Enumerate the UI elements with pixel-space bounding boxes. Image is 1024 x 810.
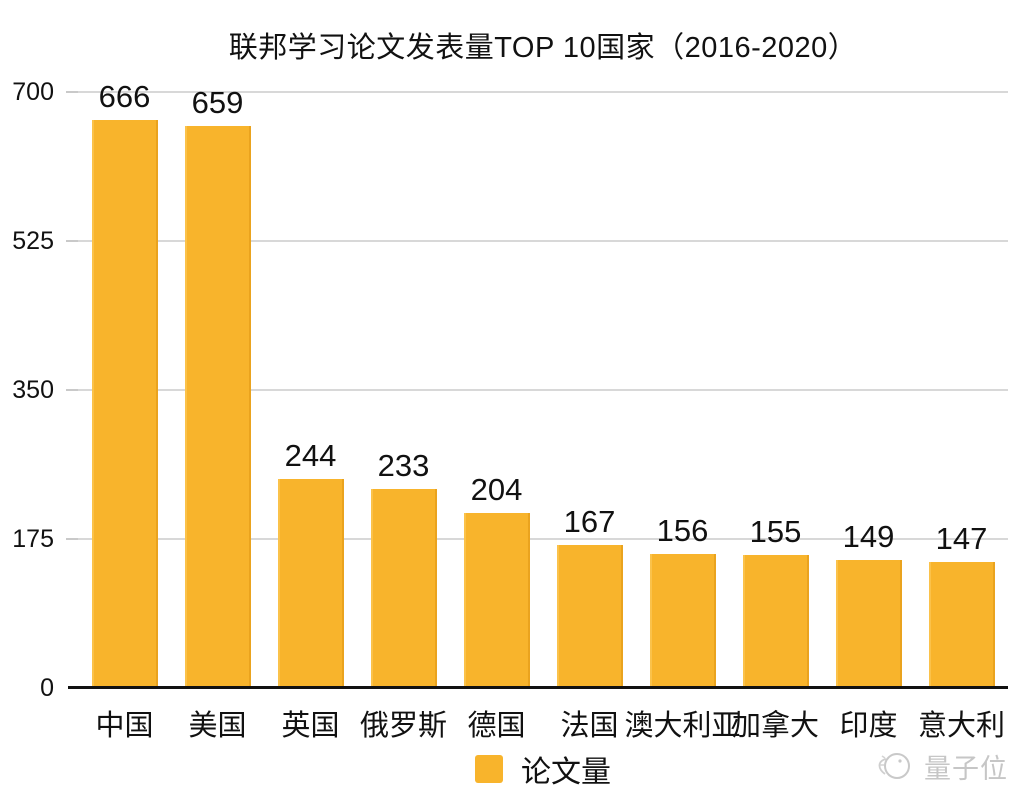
y-axis-tick xyxy=(66,389,78,391)
bar xyxy=(184,125,251,687)
bar xyxy=(928,561,995,687)
chart-title: 联邦学习论文发表量TOP 10国家（2016-2020） xyxy=(228,32,858,64)
y-axis-tick xyxy=(66,240,78,242)
watermark: 量子位 xyxy=(872,744,1008,788)
bar xyxy=(463,513,530,687)
bar xyxy=(649,554,716,687)
bar xyxy=(370,488,437,687)
x-axis-label: 中国 xyxy=(95,710,154,742)
x-axis-label: 澳大利亚 xyxy=(624,710,741,742)
bar-value-label: 204 xyxy=(470,472,523,508)
x-axis-label: 俄罗斯 xyxy=(359,710,447,742)
bar-value-label: 147 xyxy=(935,520,988,556)
legend-label: 论文量 xyxy=(521,756,611,789)
bar-value-label: 156 xyxy=(656,513,709,549)
bar-value-label: 155 xyxy=(749,514,802,550)
plot-area: 0 175 350 525 700 666 中国 659 美国 244 英国 233 俄罗斯 204 德国 1… xyxy=(12,78,1008,742)
y-axis-tick xyxy=(66,538,78,540)
y-axis-label: 0 xyxy=(40,674,54,702)
bar-value-label: 244 xyxy=(284,438,337,474)
bar-value-label: 167 xyxy=(563,503,616,539)
gridline xyxy=(78,538,1008,540)
gridline xyxy=(78,389,1008,391)
bar-value-label: 233 xyxy=(377,447,430,483)
legend: 论文量 xyxy=(78,752,1008,789)
x-axis-label: 英国 xyxy=(281,710,340,742)
x-axis-label: 美国 xyxy=(188,710,247,742)
bar xyxy=(277,479,344,687)
bar-value-label: 666 xyxy=(98,78,151,114)
bar xyxy=(556,544,623,687)
y-axis-label: 700 xyxy=(12,78,54,106)
bar-value-label: 659 xyxy=(191,84,244,120)
x-axis-label: 法国 xyxy=(560,710,619,742)
y-axis-label: 350 xyxy=(12,376,54,404)
qbitai-logo-icon xyxy=(878,753,910,779)
x-axis-line xyxy=(68,686,1008,689)
bar-value-label: 149 xyxy=(842,519,895,555)
x-axis-label: 加拿大 xyxy=(731,710,819,742)
legend-swatch-icon xyxy=(475,755,503,783)
y-axis-label: 175 xyxy=(12,525,54,553)
bar xyxy=(835,560,902,687)
bar xyxy=(742,555,809,687)
y-axis-tick xyxy=(66,91,78,93)
gridline xyxy=(78,91,1008,93)
y-axis-label: 525 xyxy=(12,227,54,255)
x-axis-label: 意大利 xyxy=(917,710,1005,742)
x-axis-label: 印度 xyxy=(839,710,898,742)
watermark-text: 量子位 xyxy=(924,753,1008,784)
gridline xyxy=(78,240,1008,242)
x-axis-label: 德国 xyxy=(467,710,526,742)
bar xyxy=(91,119,158,687)
